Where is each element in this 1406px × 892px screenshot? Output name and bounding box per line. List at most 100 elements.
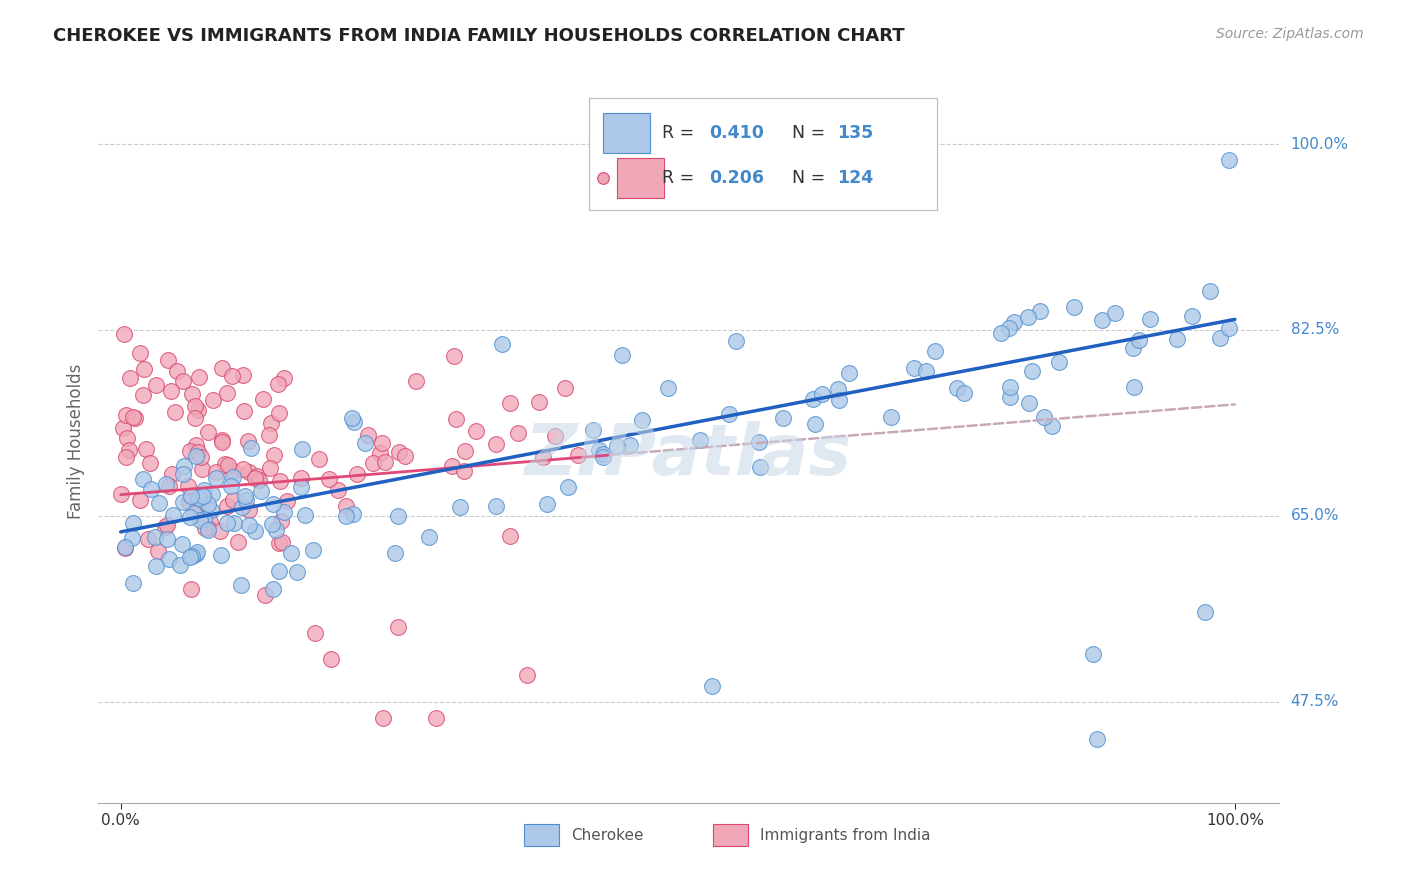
Point xyxy=(804,417,827,431)
Text: R =: R = xyxy=(662,169,700,186)
Point xyxy=(702,679,724,693)
Point xyxy=(233,489,256,503)
Point xyxy=(128,346,150,360)
Point xyxy=(179,509,201,524)
Point xyxy=(118,442,141,457)
Point xyxy=(187,444,209,458)
Point xyxy=(557,480,579,494)
Point xyxy=(270,514,292,528)
Point xyxy=(1218,321,1240,335)
Point xyxy=(1085,732,1108,747)
Point xyxy=(1218,153,1240,167)
Point xyxy=(263,449,285,463)
Point xyxy=(273,505,295,519)
Point xyxy=(157,479,180,493)
Point xyxy=(267,377,290,392)
Point xyxy=(118,371,141,385)
Point xyxy=(1091,312,1114,326)
Point xyxy=(201,392,224,407)
Point xyxy=(269,564,291,578)
Point xyxy=(527,395,550,409)
Point xyxy=(209,548,232,562)
Point xyxy=(384,546,406,560)
Point xyxy=(180,489,202,503)
Point xyxy=(132,472,155,486)
Point xyxy=(335,500,357,514)
Point xyxy=(262,517,284,532)
Point xyxy=(498,395,520,409)
Point xyxy=(371,435,394,450)
Point xyxy=(214,457,236,471)
Point xyxy=(180,387,202,401)
Point xyxy=(188,370,211,384)
Point xyxy=(811,387,834,401)
Point xyxy=(285,565,308,579)
Point xyxy=(205,465,228,479)
Point xyxy=(115,450,138,465)
Point xyxy=(484,499,506,513)
Point xyxy=(260,416,283,430)
Point xyxy=(449,500,471,514)
Point xyxy=(725,334,748,348)
Point xyxy=(243,471,266,485)
Point xyxy=(221,369,243,384)
Point xyxy=(946,381,969,395)
Point xyxy=(187,491,209,505)
Point xyxy=(172,495,194,509)
Point xyxy=(200,503,222,517)
Point xyxy=(748,434,770,449)
Point xyxy=(952,386,974,401)
Point xyxy=(180,582,202,596)
Point xyxy=(240,441,263,455)
Point xyxy=(179,550,201,565)
Point xyxy=(1122,342,1144,356)
Point xyxy=(181,549,204,563)
Point xyxy=(267,406,290,420)
Point xyxy=(294,508,316,523)
Point xyxy=(197,497,219,511)
Point xyxy=(544,429,567,443)
Point xyxy=(226,535,249,549)
Point xyxy=(335,508,357,523)
Point xyxy=(121,575,143,590)
Text: N =: N = xyxy=(792,124,831,142)
Point xyxy=(197,523,219,537)
Text: 0.206: 0.206 xyxy=(709,169,763,186)
Point xyxy=(1194,605,1216,619)
Point xyxy=(280,546,302,560)
Point xyxy=(169,558,191,572)
Point xyxy=(319,652,342,666)
Point xyxy=(1017,310,1039,325)
Text: 124: 124 xyxy=(837,169,873,186)
Point xyxy=(631,413,654,427)
Point xyxy=(135,442,157,456)
Point xyxy=(219,478,242,492)
Point xyxy=(224,516,246,530)
Point xyxy=(592,450,614,464)
Point xyxy=(1063,300,1085,314)
Point xyxy=(357,428,380,442)
Point xyxy=(156,517,179,532)
Text: Source: ZipAtlas.com: Source: ZipAtlas.com xyxy=(1216,27,1364,41)
Point xyxy=(243,524,266,538)
Point xyxy=(1081,647,1104,661)
Point xyxy=(162,467,184,481)
Point xyxy=(221,492,243,507)
Point xyxy=(143,530,166,544)
Point xyxy=(122,409,145,424)
Point xyxy=(998,380,1021,394)
Point xyxy=(190,450,212,464)
Point xyxy=(114,541,136,555)
Point xyxy=(418,530,440,544)
Point xyxy=(588,442,610,457)
Point xyxy=(201,487,224,501)
Point xyxy=(162,508,184,523)
Point xyxy=(801,392,824,406)
Point xyxy=(394,450,416,464)
Point xyxy=(1128,333,1150,347)
Y-axis label: Family Households: Family Households xyxy=(66,364,84,519)
Point xyxy=(222,464,245,478)
Point xyxy=(186,547,208,561)
Point xyxy=(914,364,936,378)
Point xyxy=(1209,330,1232,344)
